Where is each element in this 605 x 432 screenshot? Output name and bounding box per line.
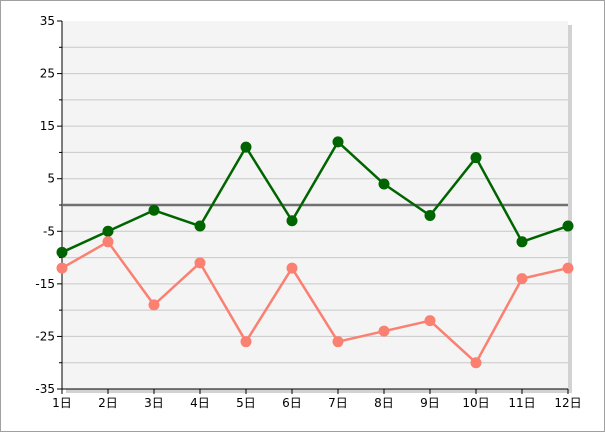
series-1-point xyxy=(378,178,390,190)
series-1-point xyxy=(102,225,114,237)
x-tick-label: 11日 xyxy=(508,396,535,410)
series-1-line xyxy=(61,140,569,254)
series-2-line xyxy=(61,240,569,364)
x-tick-label: 12日 xyxy=(554,396,581,410)
y-tick-label: 15 xyxy=(40,119,55,133)
y-tick-label: -25 xyxy=(35,329,55,343)
series-2-point xyxy=(562,262,574,274)
x-tick-label: 4日 xyxy=(190,396,210,410)
series-2-point xyxy=(148,299,160,311)
series-1-point xyxy=(240,141,252,153)
series-1-point xyxy=(562,220,574,232)
series-2-point xyxy=(102,236,114,248)
x-tick-label: 2日 xyxy=(98,396,118,410)
x-tick-label: 7日 xyxy=(328,396,348,410)
series-2-point xyxy=(516,273,528,285)
series-2-point xyxy=(470,357,482,369)
y-tick-label: 25 xyxy=(40,67,55,81)
x-tick-label: 1日 xyxy=(52,396,72,410)
x-tick-label: 5日 xyxy=(236,396,256,410)
y-tick-label: -35 xyxy=(35,382,55,396)
series-1-point xyxy=(516,236,528,248)
series-2-point xyxy=(424,315,436,327)
x-tick-label: 3日 xyxy=(144,396,164,410)
series-layer xyxy=(56,136,574,369)
y-tick-label: 5 xyxy=(47,172,55,186)
y-tick-label: -5 xyxy=(43,224,55,238)
x-tick-label: 10日 xyxy=(462,396,489,410)
x-axis-ticks: 1日 2日 3日 4日 5日 6日 7日 8日 9日 10日 11日 12日 xyxy=(52,389,582,410)
series-1-point xyxy=(194,220,206,232)
series-2-point xyxy=(332,336,344,348)
series-1-point xyxy=(424,210,436,222)
series-2-point xyxy=(286,262,298,274)
series-1-point xyxy=(286,215,298,227)
y-axis-ticks: 35 25 15 5 -5 -15 -25 -35 xyxy=(35,14,62,396)
series-2-point xyxy=(56,262,68,274)
x-tick-label: 6日 xyxy=(282,396,302,410)
y-tick-label: -15 xyxy=(35,277,55,291)
series-2-point xyxy=(378,325,390,337)
series-2-point xyxy=(194,257,206,269)
series-1-point xyxy=(148,204,160,216)
series-2-point xyxy=(240,336,252,348)
series-1-point xyxy=(332,136,344,148)
x-tick-label: 9日 xyxy=(420,396,440,410)
series-1-point xyxy=(470,152,482,164)
x-tick-label: 8日 xyxy=(374,396,394,410)
y-tick-label: 35 xyxy=(40,14,55,28)
series-1-point xyxy=(56,246,68,258)
